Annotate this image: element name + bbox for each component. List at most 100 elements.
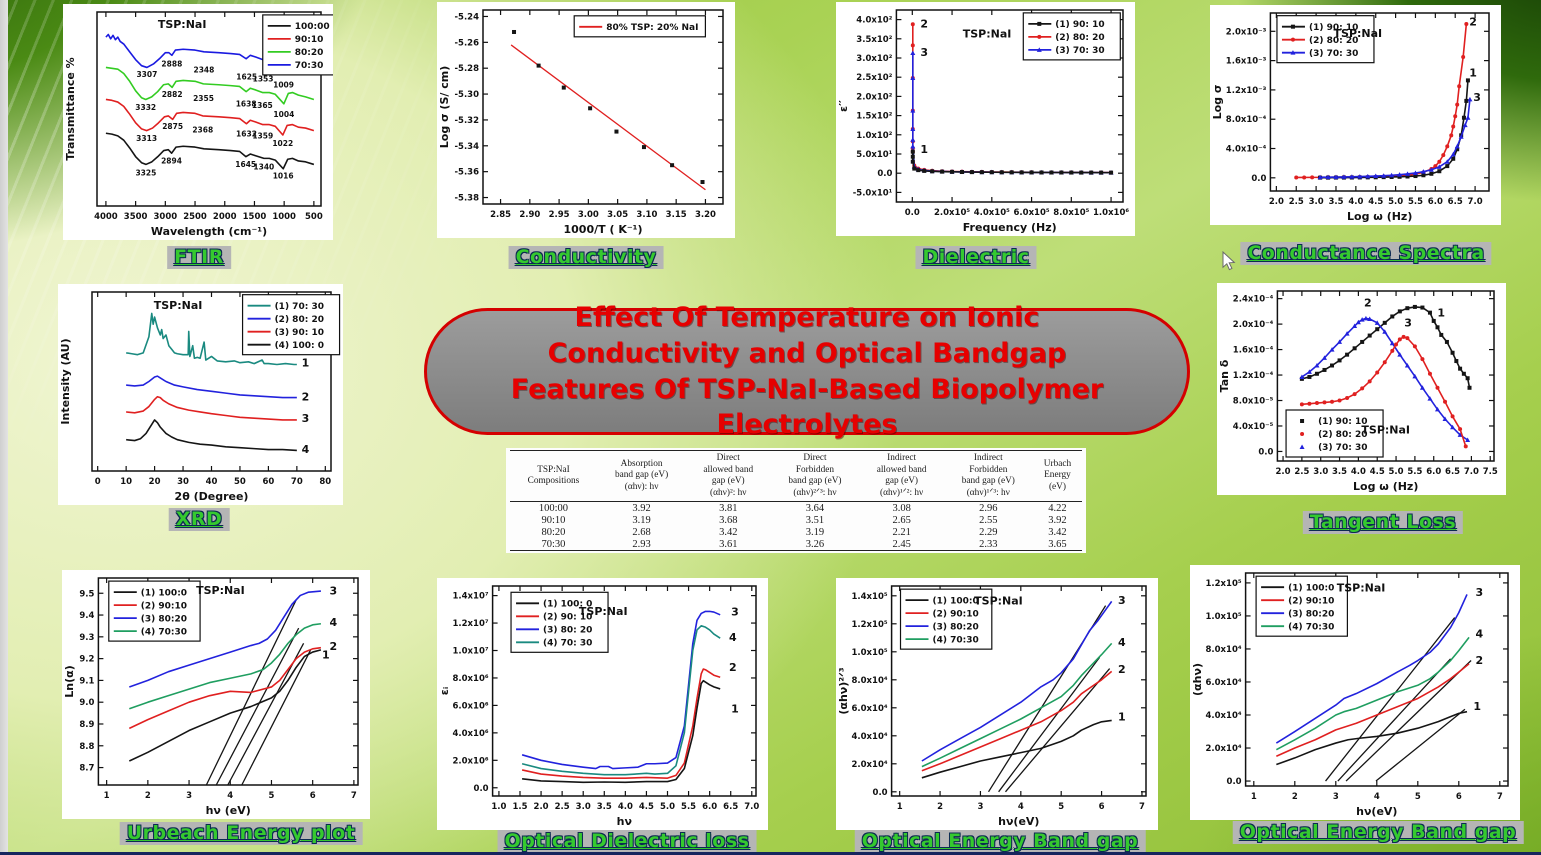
svg-text:ε′′: ε′′ bbox=[837, 100, 850, 112]
svg-text:100:00: 100:00 bbox=[295, 22, 330, 32]
table-cell: 3.19 bbox=[805, 526, 825, 538]
svg-text:1359: 1359 bbox=[252, 131, 273, 140]
svg-text:5.0: 5.0 bbox=[660, 802, 675, 812]
svg-text:6.5: 6.5 bbox=[1445, 467, 1460, 477]
tangent-loss-chart: 2.0 2.5 3.0 3.5 4.0 4.5 5.0 5.5 6.0 6.5 7.0 7.5 2.4x… bbox=[1217, 283, 1506, 495]
svg-text:6.0x10⁴: 6.0x10⁴ bbox=[852, 704, 888, 714]
svg-text:8.9: 8.9 bbox=[79, 720, 94, 730]
table-cell: 2.96 bbox=[979, 502, 998, 514]
svg-text:1340: 1340 bbox=[253, 163, 274, 172]
svg-text:Ln(α): Ln(α) bbox=[63, 665, 76, 697]
svg-text:0.0: 0.0 bbox=[474, 784, 489, 794]
table-cell: 90:10 bbox=[541, 514, 566, 526]
svg-text:8.8: 8.8 bbox=[79, 742, 94, 752]
svg-text:hν(eV): hν(eV) bbox=[998, 815, 1039, 828]
svg-text:30: 30 bbox=[177, 477, 189, 487]
svg-text:4: 4 bbox=[1475, 627, 1483, 640]
table-cell: 2.65 bbox=[892, 514, 911, 526]
svg-text:1.5x10²: 1.5x10² bbox=[856, 112, 892, 122]
svg-text:Log σ (S/ cm): Log σ (S/ cm) bbox=[438, 66, 451, 148]
svg-text:-5.34: -5.34 bbox=[455, 142, 480, 152]
svg-text:5.0: 5.0 bbox=[1388, 197, 1403, 207]
svg-text:4.0: 4.0 bbox=[1351, 467, 1366, 477]
svg-text:8.0x10⁻⁴: 8.0x10⁻⁴ bbox=[1226, 115, 1267, 125]
optical-energy-band-gap-caption-1: Optical Energy Band gap bbox=[854, 830, 1146, 853]
conductance-spectra-chart: 2.0 2.5 3.0 3.5 4.0 4.5 5.0 5.5 6.0 6.5 7.0 2.0x10⁻… bbox=[1210, 5, 1501, 225]
svg-text:1632: 1632 bbox=[236, 130, 257, 139]
svg-text:50: 50 bbox=[234, 477, 246, 487]
svg-text:4: 4 bbox=[302, 443, 310, 456]
svg-text:5: 5 bbox=[1415, 792, 1421, 802]
ftir-chart: 4000 3500 3000 2500 2000 1500 1000 500 Wavelengt… bbox=[63, 4, 338, 240]
svg-text:(2) 90:10: (2) 90:10 bbox=[933, 609, 979, 619]
svg-text:3.5: 3.5 bbox=[1328, 197, 1343, 207]
svg-text:(3) 70: 30: (3) 70: 30 bbox=[1309, 49, 1358, 59]
svg-text:TSP:NaI: TSP:NaI bbox=[158, 18, 207, 31]
svg-text:0.0: 0.0 bbox=[877, 169, 892, 179]
svg-text:80:20: 80:20 bbox=[295, 48, 324, 58]
svg-text:Wavelength (cm⁻¹): Wavelength (cm⁻¹) bbox=[151, 225, 267, 238]
svg-text:5: 5 bbox=[269, 791, 275, 801]
svg-text:-5.0x10¹: -5.0x10¹ bbox=[853, 188, 893, 198]
svg-text:2.85: 2.85 bbox=[490, 210, 511, 220]
svg-text:4: 4 bbox=[1374, 792, 1380, 802]
svg-text:2.0x10⁴: 2.0x10⁴ bbox=[852, 760, 888, 770]
svg-text:3000: 3000 bbox=[153, 212, 177, 222]
table-cell: 3.51 bbox=[805, 514, 825, 526]
svg-text:0.0: 0.0 bbox=[905, 208, 920, 218]
svg-text:3: 3 bbox=[731, 606, 739, 619]
svg-text:TSP:NaI: TSP:NaI bbox=[963, 27, 1012, 40]
svg-text:7: 7 bbox=[1497, 792, 1503, 802]
svg-text:(2) 80: 20: (2) 80: 20 bbox=[1318, 430, 1367, 440]
svg-text:1022: 1022 bbox=[272, 139, 293, 148]
table-cell: 3.64 bbox=[805, 502, 825, 514]
svg-text:1: 1 bbox=[1473, 700, 1481, 713]
bandgap-table: TSP:NaI Compositions Absorption band gap … bbox=[506, 448, 1086, 554]
svg-text:2.5: 2.5 bbox=[1289, 197, 1304, 207]
table-header-col-3: Direct Forbidden band gap (eV) (αhν)²ᐟ³:… bbox=[788, 453, 842, 498]
svg-text:(3) 80:20: (3) 80:20 bbox=[933, 622, 979, 632]
svg-text:8.0x10⁴: 8.0x10⁴ bbox=[1206, 645, 1242, 655]
svg-text:1.6x10⁻³: 1.6x10⁻³ bbox=[1226, 57, 1267, 67]
svg-text:(1) 70: 30: (1) 70: 30 bbox=[275, 302, 324, 312]
svg-text:5.5: 5.5 bbox=[1408, 197, 1423, 207]
table-cell: 3.08 bbox=[892, 502, 911, 514]
svg-text:90:10: 90:10 bbox=[295, 35, 324, 45]
svg-text:4.0x10⁵: 4.0x10⁵ bbox=[974, 208, 1010, 218]
svg-text:2.95: 2.95 bbox=[549, 210, 570, 220]
svg-text:-5.38: -5.38 bbox=[455, 194, 480, 204]
svg-text:2.5x10²: 2.5x10² bbox=[856, 73, 892, 83]
svg-text:(4) 70: 30: (4) 70: 30 bbox=[543, 639, 592, 649]
table-cell: 2.29 bbox=[979, 526, 998, 538]
svg-text:3.10: 3.10 bbox=[636, 210, 657, 220]
svg-text:3.0x10²: 3.0x10² bbox=[856, 54, 892, 64]
svg-text:(1) 100:0: (1) 100:0 bbox=[933, 596, 979, 606]
svg-text:(4) 70:30: (4) 70:30 bbox=[141, 627, 187, 637]
svg-text:4000: 4000 bbox=[94, 212, 118, 222]
svg-text:6.5: 6.5 bbox=[1448, 197, 1463, 207]
bottom-edge-bar bbox=[0, 852, 1541, 855]
svg-text:1004: 1004 bbox=[273, 110, 294, 119]
svg-text:1.0x10⁶: 1.0x10⁶ bbox=[1093, 208, 1129, 218]
optical-energy-band-gap-chart-1: 1 2 3 4 5 6 7 1.4x10⁵ 1.2x10⁵ 1.0x10⁵ 8.0x10⁴ 6.0x1… bbox=[836, 578, 1158, 830]
ftir-caption: FTIR bbox=[167, 246, 231, 269]
svg-text:Log ω (Hz): Log ω (Hz) bbox=[1353, 480, 1418, 493]
table-header-col-4: Indirect allowed band gap (eV) (αhν)¹ᐟ²:… bbox=[876, 453, 927, 498]
table-cell: 2.21 bbox=[892, 526, 911, 538]
svg-text:(3) 70: 30: (3) 70: 30 bbox=[1055, 46, 1104, 56]
svg-text:(1) 90: 10: (1) 90: 10 bbox=[1318, 417, 1367, 427]
svg-text:(2) 80: 20: (2) 80: 20 bbox=[1309, 36, 1358, 46]
svg-text:(2) 90:10: (2) 90:10 bbox=[1288, 596, 1334, 606]
svg-text:3.20: 3.20 bbox=[695, 210, 716, 220]
svg-text:6: 6 bbox=[310, 791, 316, 801]
svg-text:1: 1 bbox=[731, 702, 739, 715]
page-title: Effect Of Temperature on Ionic Conductiv… bbox=[510, 302, 1104, 441]
svg-text:6.0x10⁶: 6.0x10⁶ bbox=[453, 701, 489, 711]
optical-dielectric-loss-chart: 1.0 1.5 2.0 2.5 3.0 3.5 4.0 4.5 5.0 5.5 6.0 6.5 7.0 1… bbox=[437, 578, 768, 830]
svg-text:1.0: 1.0 bbox=[491, 802, 506, 812]
svg-text:10: 10 bbox=[120, 477, 132, 487]
svg-text:2875: 2875 bbox=[162, 122, 183, 131]
svg-text:9.5: 9.5 bbox=[79, 589, 94, 599]
svg-text:3.0: 3.0 bbox=[1309, 197, 1324, 207]
svg-text:2.0x10⁻³: 2.0x10⁻³ bbox=[1226, 27, 1267, 37]
